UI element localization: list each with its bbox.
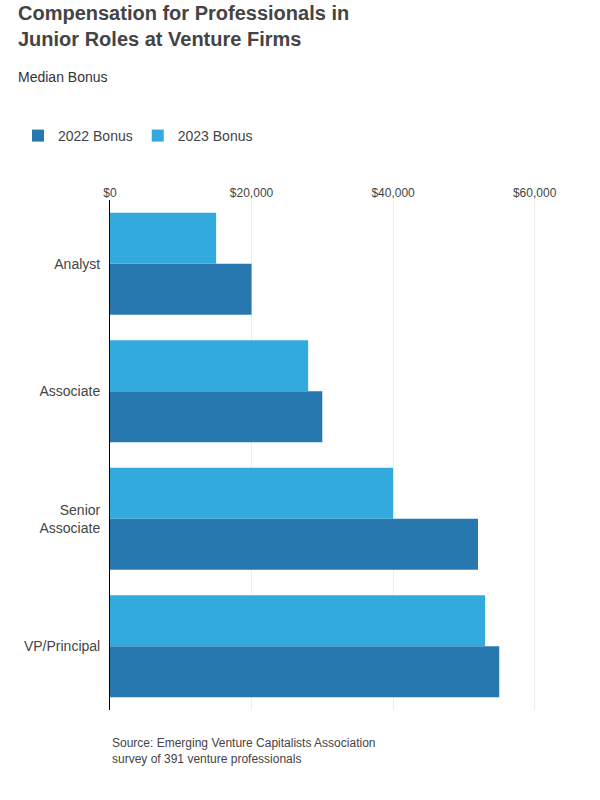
svg-text:VP/Principal: VP/Principal	[24, 638, 100, 654]
svg-text:$20,000: $20,000	[230, 186, 274, 200]
svg-text:2022 Bonus: 2022 Bonus	[58, 128, 133, 144]
svg-text:Compensation for Professionals: Compensation for Professionals inJunior …	[18, 2, 349, 50]
svg-text:SeniorAssociate: SeniorAssociate	[39, 502, 100, 536]
svg-text:$40,000: $40,000	[371, 186, 415, 200]
svg-text:2023 Bonus: 2023 Bonus	[178, 128, 253, 144]
svg-text:$60,000: $60,000	[513, 186, 557, 200]
svg-text:$0: $0	[103, 186, 117, 200]
svg-text:Median Bonus: Median Bonus	[18, 69, 108, 85]
svg-text:Source: Emerging Venture Capit: Source: Emerging Venture Capitalists Ass…	[112, 736, 375, 766]
svg-text:Analyst: Analyst	[54, 256, 100, 272]
svg-text:Associate: Associate	[39, 383, 100, 399]
